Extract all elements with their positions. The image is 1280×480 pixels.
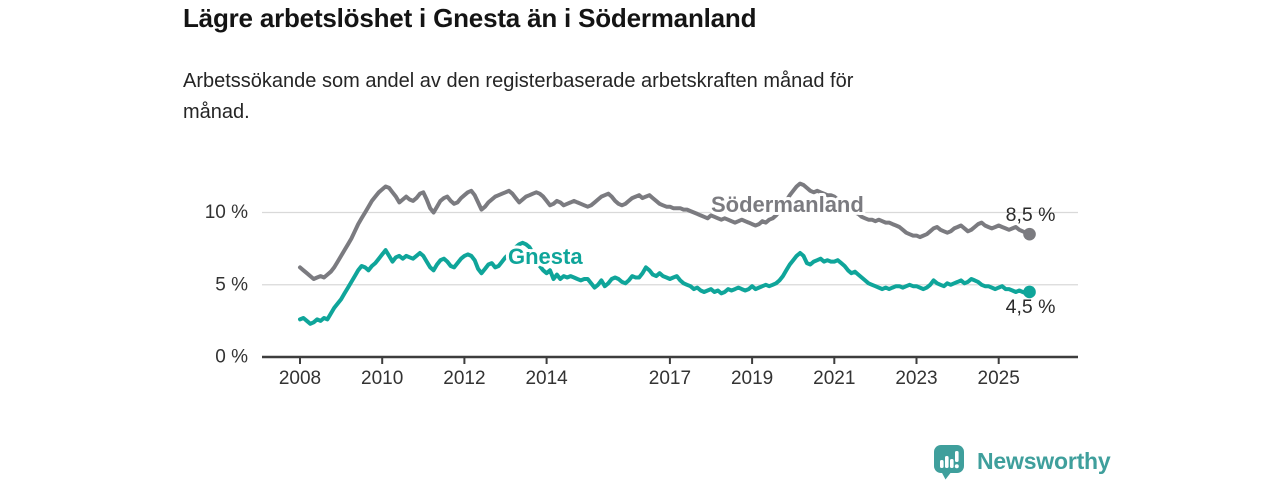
chart-subtitle: Arbetssökande som andel av den registerb…: [183, 66, 853, 128]
newsworthy-logo: Newsworthy: [932, 443, 1111, 480]
series-end-value-label: 8,5 %: [1006, 204, 1056, 226]
x-tick-label: 2021: [813, 368, 855, 389]
series-label-gnesta: Gnesta: [508, 244, 583, 269]
y-tick-label: 0 %: [215, 347, 248, 368]
chart-subtitle-line-1: Arbetssökande som andel av den registerb…: [183, 70, 854, 92]
x-tick-label: 2008: [279, 368, 321, 389]
series-line-gnesta: [298, 240, 1032, 326]
series-end-dot-gnesta: [1023, 285, 1036, 299]
newsworthy-brand-name: Newsworthy: [977, 448, 1111, 474]
x-tick-label: 2017: [649, 368, 691, 389]
chart-title: Lägre arbetslöshet i Gnesta än i Söderma…: [183, 3, 757, 33]
x-tick-label: 2023: [895, 368, 937, 389]
x-tick-label: 2012: [443, 368, 485, 389]
series-line-sodermanland: [298, 181, 1032, 281]
y-tick-label: 10 %: [205, 202, 248, 223]
x-tick-label: 2025: [978, 368, 1020, 389]
x-tick-label: 2019: [731, 368, 773, 389]
series-end-dot-sodermanland: [1023, 227, 1036, 241]
bar-chart-speech-bubble-icon: [934, 445, 964, 480]
chart-subtitle-line-2: månad.: [183, 101, 250, 123]
y-tick-label: 5 %: [215, 274, 248, 295]
x-tick-label: 2014: [525, 368, 568, 389]
series-label-sodermanland: Södermanland: [711, 192, 864, 217]
series-end-value-label: 4,5 %: [1006, 296, 1056, 318]
x-tick-label: 2010: [361, 368, 403, 389]
